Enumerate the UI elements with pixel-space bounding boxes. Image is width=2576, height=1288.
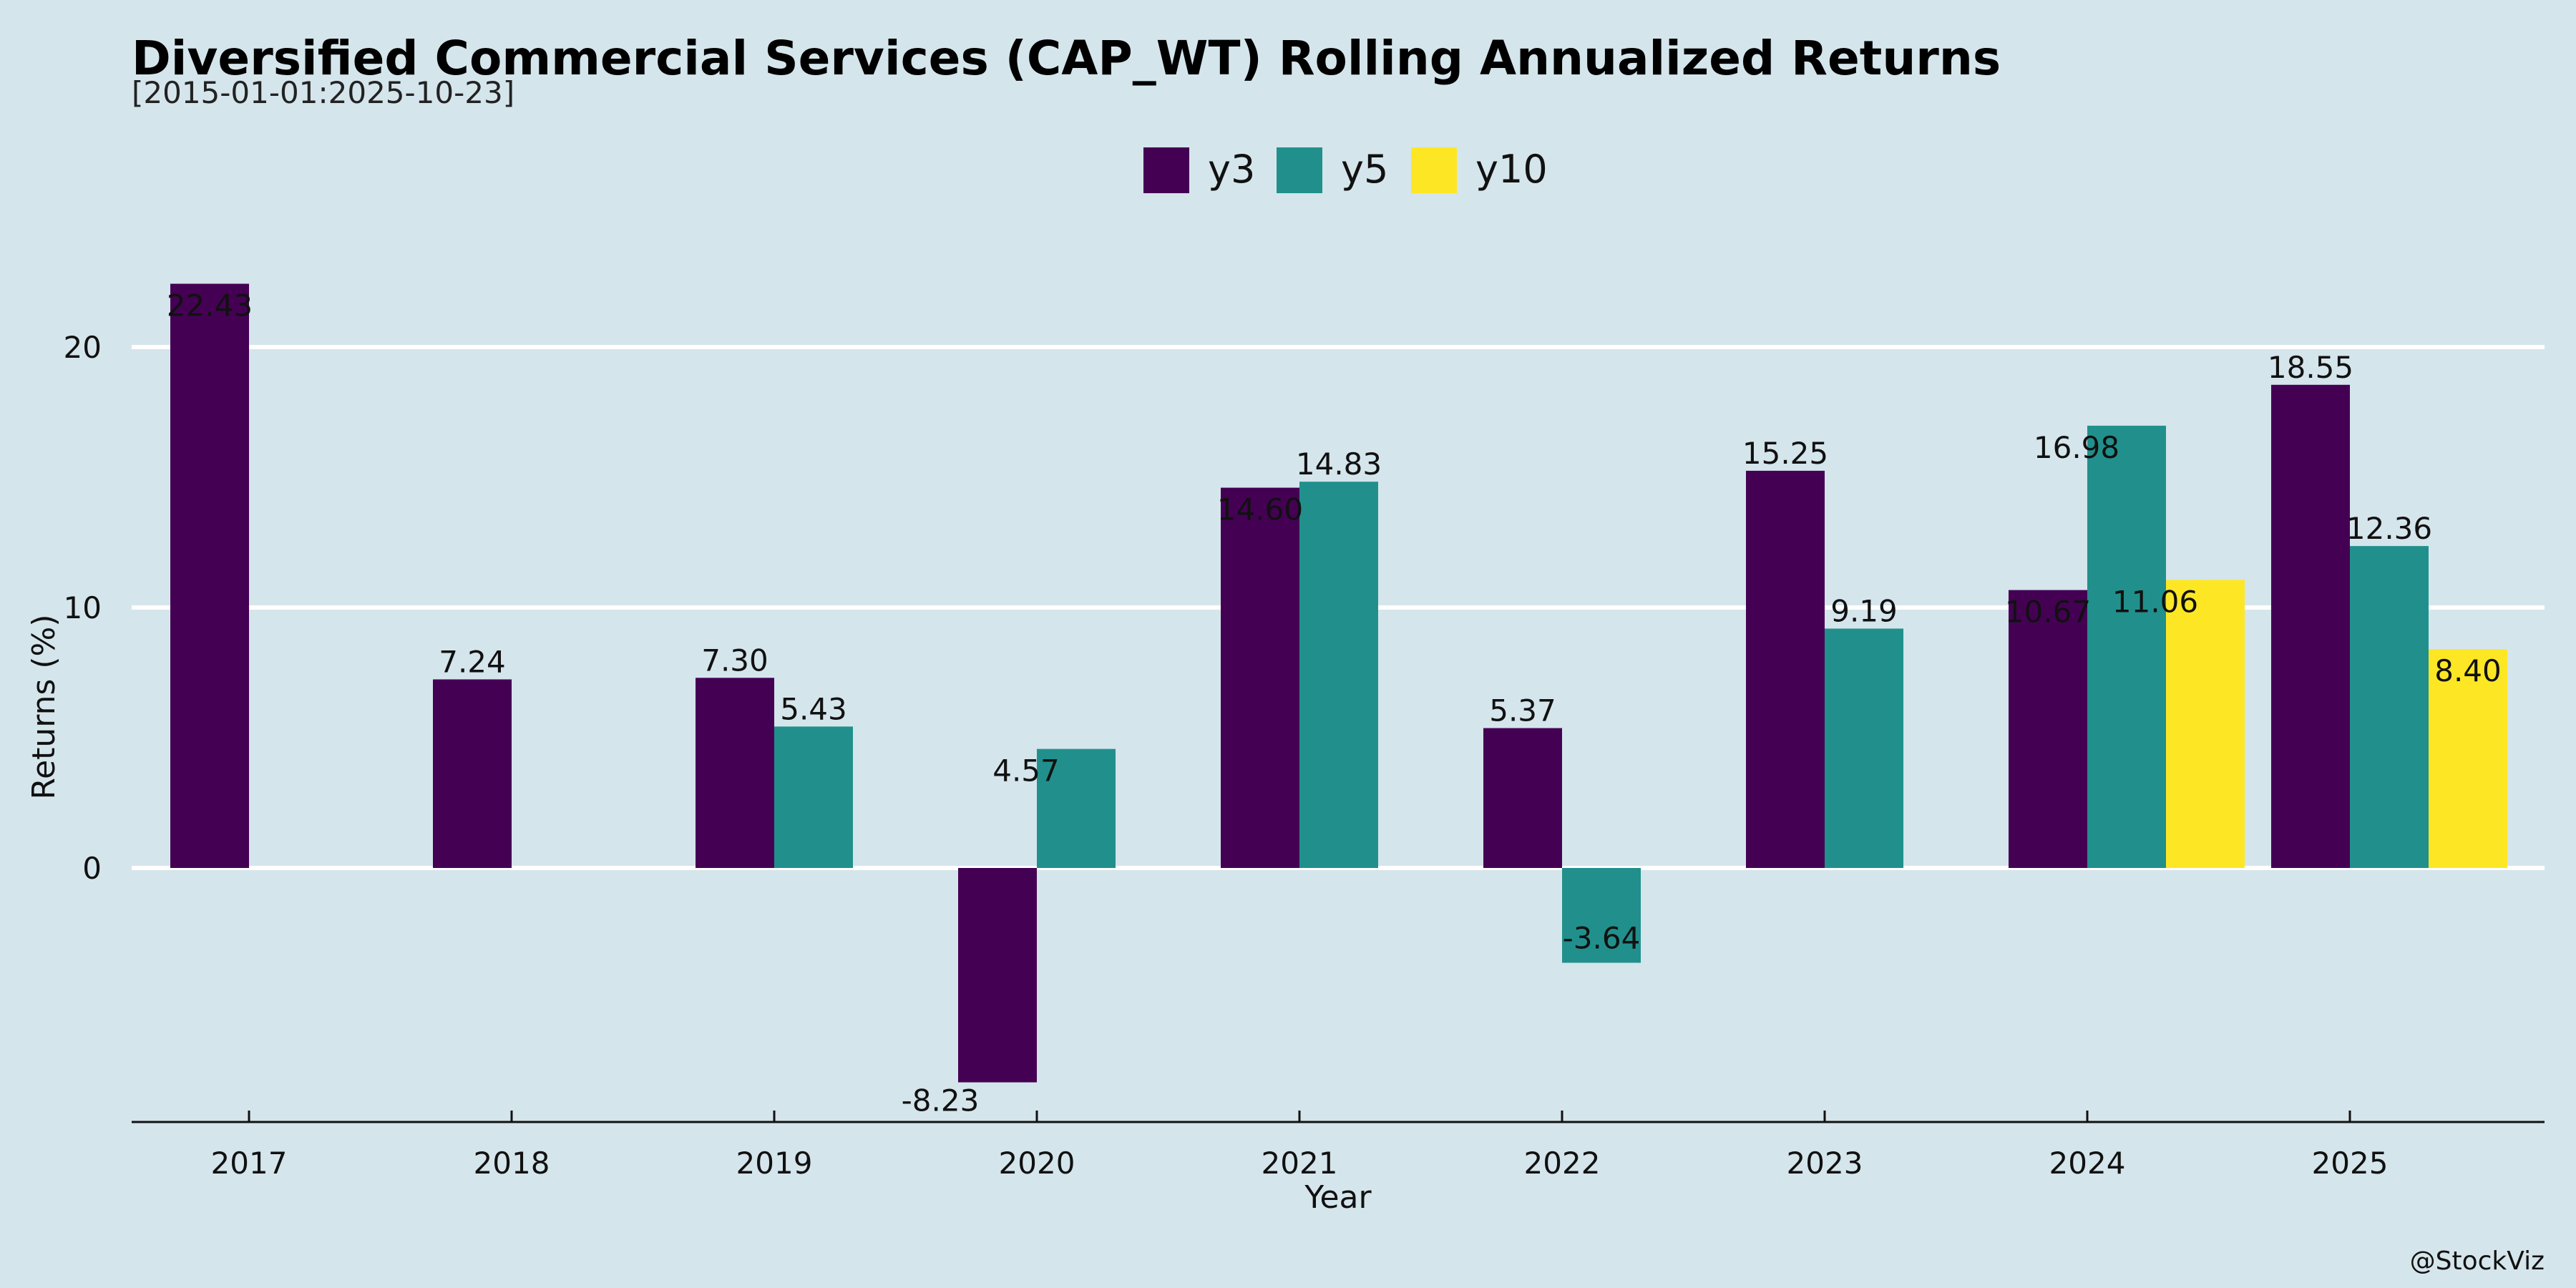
data-label-y3-2024: 10.67 [2005, 595, 2091, 630]
bar-y5-2019 [774, 726, 853, 868]
bar-y3-2022 [1483, 728, 1562, 868]
x-tick-label-2019: 2019 [736, 1146, 813, 1181]
bar-y5-2024 [2087, 425, 2166, 868]
y-tick-label: 10 [64, 590, 102, 625]
bar-y3-2019 [696, 678, 774, 868]
legend-label-y10: y10 [1475, 147, 1548, 192]
bar-y5-2021 [1299, 482, 1378, 868]
legend-swatch-y5 [1277, 147, 1322, 193]
bars [170, 283, 2507, 1083]
data-label-y3-2022: 5.37 [1489, 693, 1556, 728]
x-tick-label-2017: 2017 [211, 1146, 288, 1181]
x-axis-label: Year [1304, 1179, 1372, 1216]
data-label-y5-2024: 16.98 [2034, 430, 2119, 465]
axes: 0 10 20 2017 2018 2019 2020 2021 2022 2023 2024 202… [64, 330, 2545, 1181]
x-tick-label-2023: 2023 [1787, 1146, 1863, 1181]
chart-title: Diversified Commercial Services (CAP_WT)… [132, 31, 2001, 86]
bar-y3-2023 [1746, 470, 1825, 868]
data-label-y3-2018: 7.24 [439, 644, 506, 679]
data-label-y3-2021: 14.60 [1217, 492, 1303, 527]
data-label-y3-2020: -8.23 [902, 1083, 980, 1118]
y-tick-label: 20 [64, 330, 102, 365]
bar-y5-2025 [2350, 546, 2429, 868]
data-label-y10-2024: 11.06 [2112, 584, 2198, 619]
legend-label-y5: y5 [1341, 147, 1388, 192]
data-label-y10-2025: 8.40 [2434, 653, 2502, 688]
bar-y3-2018 [433, 679, 512, 868]
x-tick-label-2025: 2025 [2312, 1146, 2389, 1181]
data-label-y5-2020: 4.57 [992, 753, 1060, 789]
x-tick-label-2018: 2018 [474, 1146, 550, 1181]
bar-y5-2023 [1825, 628, 1903, 868]
bar-y10-2024 [2166, 580, 2245, 868]
legend: y3 y5 y10 [1143, 147, 1548, 193]
bar-y5-2022 [1562, 868, 1641, 963]
bar-y10-2025 [2429, 649, 2507, 868]
data-label-y5-2025: 12.36 [2346, 511, 2432, 546]
data-label-y5-2019: 5.43 [780, 691, 847, 726]
data-label-y5-2021: 14.83 [1296, 447, 1382, 482]
x-tick-label-2020: 2020 [999, 1146, 1075, 1181]
bar-y3-2025 [2271, 384, 2350, 868]
data-labels: 22.43 7.24 7.30 5.43 -8.23 4.57 14.60 14.83 5.37… [167, 288, 2502, 1118]
x-tick-label-2024: 2024 [2049, 1146, 2126, 1181]
data-label-y3-2017: 22.43 [167, 288, 253, 323]
data-label-y3-2025: 18.55 [2268, 350, 2353, 385]
data-label-y3-2019: 7.30 [701, 643, 769, 678]
bar-y5-2020 [1037, 748, 1116, 868]
legend-swatch-y10 [1411, 147, 1457, 193]
bar-y3-2021 [1221, 487, 1299, 868]
y-tick-label: 0 [82, 851, 102, 886]
x-tick-label-2022: 2022 [1524, 1146, 1601, 1181]
legend-label-y3: y3 [1208, 147, 1255, 192]
data-label-y3-2023: 15.25 [1742, 436, 1828, 471]
data-label-y5-2022: -3.64 [1563, 920, 1641, 955]
data-label-y5-2023: 9.19 [1830, 593, 1898, 628]
x-tick-label-2021: 2021 [1262, 1146, 1338, 1181]
y-axis-label: Returns (%) [26, 614, 62, 799]
chart-subtitle: [2015-01-01:2025-10-23] [132, 75, 514, 110]
legend-swatch-y3 [1143, 147, 1189, 193]
bar-y3-2020 [958, 868, 1037, 1083]
bar-y3-2024 [2009, 590, 2087, 868]
credit-label: @StockViz [2410, 1246, 2545, 1276]
bar-y3-2017 [170, 283, 249, 869]
